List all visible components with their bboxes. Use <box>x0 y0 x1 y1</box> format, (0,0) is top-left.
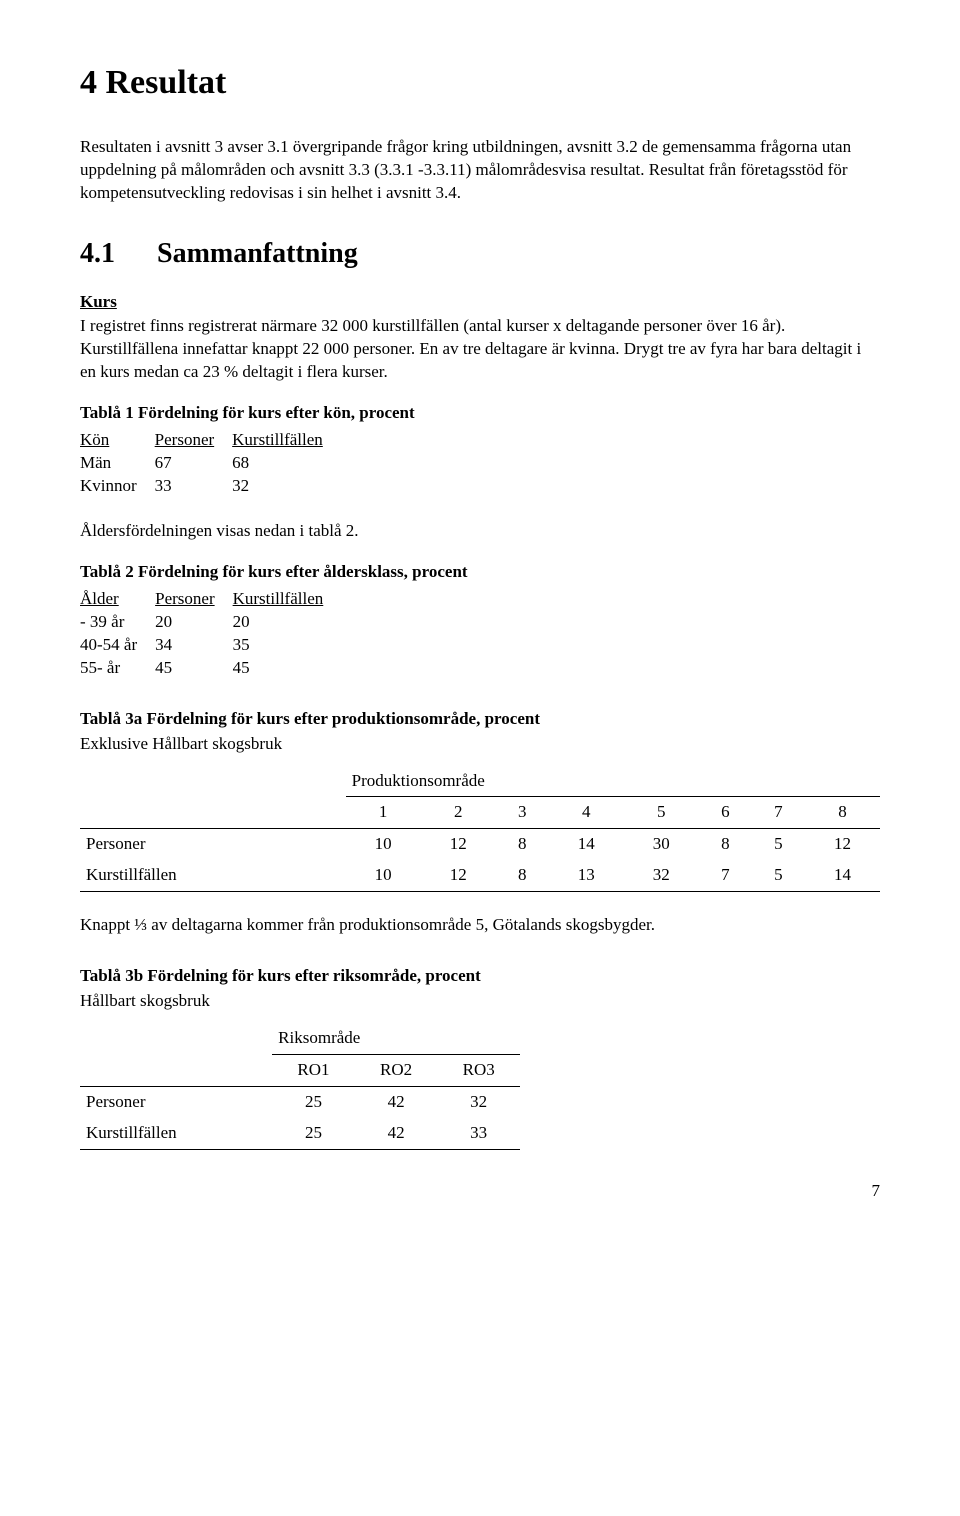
group-header: Produktionsområde <box>346 766 880 797</box>
group-header-row: Produktionsområde <box>80 766 880 797</box>
col-header-row: 1 2 3 4 5 6 7 8 <box>80 797 880 829</box>
table-row: Personer 10 12 8 14 30 8 5 12 <box>80 829 880 860</box>
tabla-3a-title: Tablå 3a Fördelning för kurs efter produ… <box>80 708 880 731</box>
col-kurstillfallen: Kurstillfällen <box>233 588 342 611</box>
group-header-row: Riksområde <box>80 1023 520 1054</box>
tabla-3a: Produktionsområde 1 2 3 4 5 6 7 8 Person… <box>80 766 880 893</box>
col-kon: Kön <box>80 429 155 452</box>
row-label: Kurstillfällen <box>80 1118 272 1149</box>
table-row: Kurstillfällen 25 42 33 <box>80 1118 520 1149</box>
col-alder: Ålder <box>80 588 155 611</box>
col-personer: Personer <box>155 588 232 611</box>
table-row: Personer 25 42 32 <box>80 1086 520 1117</box>
tabla-1-title: Tablå 1 Fördelning för kurs efter kön, p… <box>80 402 880 425</box>
table-row: 55- år 45 45 <box>80 657 341 680</box>
tabla-2-title: Tablå 2 Fördelning för kurs efter ålders… <box>80 561 880 584</box>
row-label: Personer <box>80 1086 272 1117</box>
table-row: Kvinnor 33 32 <box>80 475 341 498</box>
group-header: Riksområde <box>272 1023 520 1054</box>
row-label: Personer <box>80 829 346 860</box>
table-row: 40-54 år 34 35 <box>80 634 341 657</box>
table-row: - 39 år 20 20 <box>80 611 341 634</box>
section-title: Sammanfattning <box>157 238 358 269</box>
tabla-3b-subtitle: Hållbart skogsbruk <box>80 990 880 1013</box>
table-header-row: Ålder Personer Kurstillfällen <box>80 588 341 611</box>
page-number: 7 <box>80 1180 880 1203</box>
col-kurstillfallen: Kurstillfällen <box>232 429 341 452</box>
col-header-row: RO1 RO2 RO3 <box>80 1055 520 1087</box>
tabla-3b: Riksområde RO1 RO2 RO3 Personer 25 42 32… <box>80 1023 520 1150</box>
tabla-3b-title: Tablå 3b Fördelning för kurs efter rikso… <box>80 965 880 988</box>
table-header-row: Kön Personer Kurstillfällen <box>80 429 341 452</box>
tabla-2: Ålder Personer Kurstillfällen - 39 år 20… <box>80 588 341 680</box>
knappt-note: Knappt ⅓ av deltagarna kommer från produ… <box>80 914 880 937</box>
section-number: 4.1 <box>80 235 150 273</box>
col-personer: Personer <box>155 429 232 452</box>
alder-note: Åldersfördelningen visas nedan i tablå 2… <box>80 520 880 543</box>
table-row: Män 67 68 <box>80 452 341 475</box>
tabla-3a-subtitle: Exklusive Hållbart skogsbruk <box>80 733 880 756</box>
intro-paragraph: Resultaten i avsnitt 3 avser 3.1 övergri… <box>80 136 880 205</box>
section-4-1-heading: 4.1 Sammanfattning <box>80 235 880 273</box>
kurs-body: I registret finns registrerat närmare 32… <box>80 315 880 384</box>
row-label: Kurstillfällen <box>80 860 346 891</box>
page-heading: 4 Resultat <box>80 60 880 106</box>
kurs-label: Kurs <box>80 292 117 311</box>
table-row: Kurstillfällen 10 12 8 13 32 7 5 14 <box>80 860 880 891</box>
tabla-1: Kön Personer Kurstillfällen Män 67 68 Kv… <box>80 429 341 498</box>
